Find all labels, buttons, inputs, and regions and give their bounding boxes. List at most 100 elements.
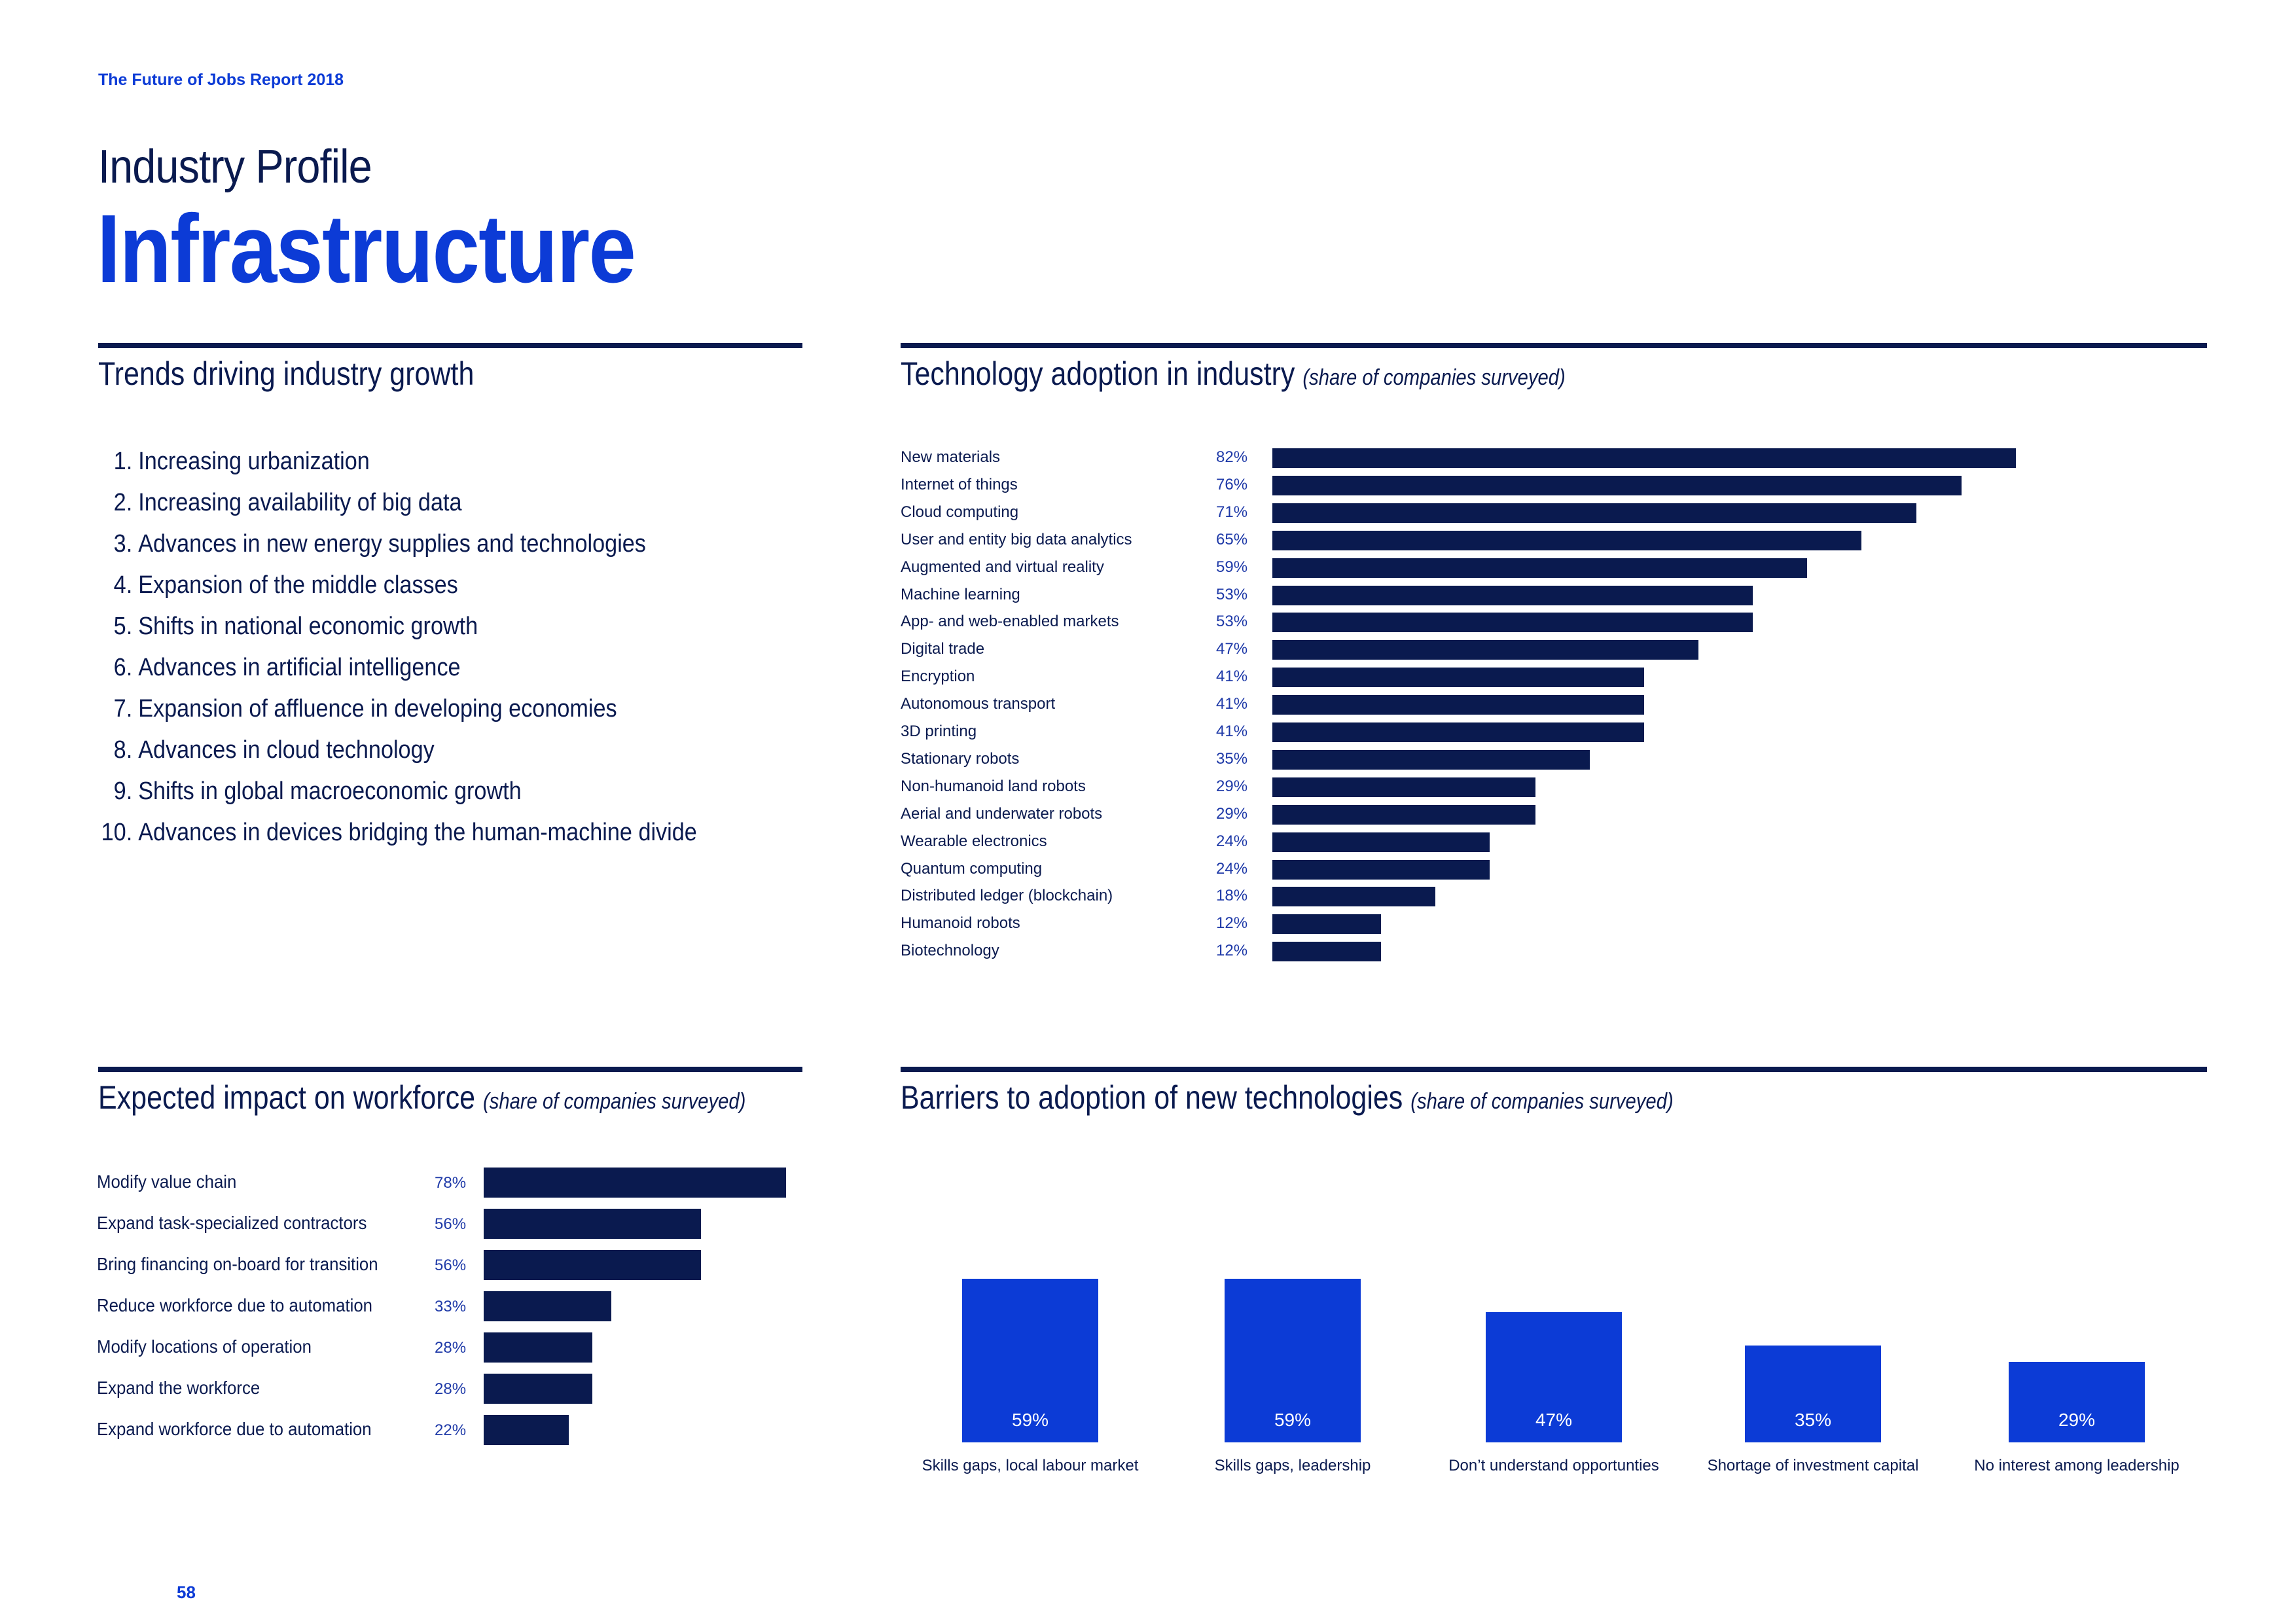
trend-number: 4.	[113, 571, 133, 599]
trend-text: Expansion of the middle classes	[138, 571, 458, 599]
tech-value-label: 29%	[1216, 777, 1248, 795]
tech-category-label: Non-humanoid land robots	[901, 777, 1086, 795]
tech-category-label: Internet of things	[901, 475, 1018, 493]
trend-number: 3.	[113, 530, 133, 558]
tech-bar	[1272, 832, 1490, 852]
trend-item: 10. Advances in devices bridging the huma…	[98, 819, 697, 847]
barrier-value-label: 35%	[1794, 1410, 1832, 1430]
page-title: Infrastructure	[97, 195, 636, 303]
workforce-bar	[484, 1332, 592, 1363]
tech-bar	[1272, 448, 2016, 468]
trend-number: 8.	[113, 736, 133, 764]
workforce-value-label: 28%	[435, 1380, 467, 1398]
trend-text: Advances in new energy supplies and tech…	[138, 530, 646, 558]
trends-rule	[98, 343, 802, 348]
workforce-category-label: Expand task-specialized contractors	[97, 1213, 367, 1233]
tech-value-label: 71%	[1216, 503, 1248, 521]
workforce-value-label: 56%	[435, 1215, 467, 1233]
barriers-title: Barriers to adoption of new technologies…	[901, 1079, 1674, 1116]
tech-category-label: Encryption	[901, 668, 975, 686]
workforce-bar	[484, 1250, 701, 1280]
trend-text: Advances in cloud technology	[138, 736, 435, 764]
tech-value-label: 53%	[1216, 613, 1248, 631]
tech-value-label: 41%	[1216, 668, 1248, 686]
tech-bar	[1272, 668, 1644, 688]
workforce-value-label: 78%	[435, 1174, 467, 1192]
tech-value-label: 29%	[1216, 804, 1248, 823]
tech-category-label: Digital trade	[901, 640, 985, 658]
barrier-category-label: No interest among leadership	[1974, 1457, 2179, 1474]
workforce-value-label: 33%	[435, 1298, 467, 1315]
tech-category-label: Aerial and underwater robots	[901, 804, 1103, 823]
tech-title-text: Technology adoption in industry	[901, 355, 1295, 392]
trend-text: Advances in artificial intelligence	[138, 654, 461, 681]
tech-category-label: Biotechnology	[901, 942, 999, 960]
barriers-rule	[901, 1067, 2207, 1072]
tech-value-label: 24%	[1216, 859, 1248, 878]
trend-number: 2.	[113, 489, 133, 516]
profile-label: Industry Profile	[98, 141, 372, 193]
barrier-value-label: 59%	[1274, 1410, 1312, 1430]
workforce-value-label: 22%	[435, 1421, 467, 1439]
tech-bar	[1272, 804, 1535, 825]
tech-category-label: Machine learning	[901, 585, 1020, 603]
tech-value-label: 41%	[1216, 695, 1248, 713]
barrier-category-label: Skills gaps, local labour market	[922, 1457, 1139, 1474]
page-number: 58	[177, 1582, 196, 1602]
tech-value-label: 41%	[1216, 722, 1248, 740]
tech-bar	[1272, 695, 1644, 715]
tech-bar	[1272, 887, 1436, 907]
barrier-bar	[1225, 1279, 1361, 1442]
barrier-value-label: 29%	[2058, 1410, 2096, 1430]
tech-value-label: 24%	[1216, 832, 1248, 850]
trend-number: 9.	[113, 777, 133, 805]
tech-value-label: 53%	[1216, 585, 1248, 603]
trend-text: Advances in devices bridging the human-m…	[138, 819, 697, 846]
workforce-category-label: Reduce workforce due to automation	[97, 1295, 373, 1315]
tech-bar	[1272, 722, 1644, 742]
workforce-bar	[484, 1374, 592, 1404]
tech-category-label: Quantum computing	[901, 859, 1043, 878]
workforce-value-label: 28%	[435, 1339, 467, 1357]
tech-bar	[1272, 503, 1916, 523]
tech-category-label: Wearable electronics	[901, 832, 1047, 850]
tech-category-label: New materials	[901, 448, 1001, 466]
barrier-value-label: 59%	[1011, 1410, 1049, 1430]
trend-number: 5.	[113, 613, 133, 640]
barrier-value-label: 47%	[1535, 1410, 1573, 1430]
workforce-category-label: Expand the workforce	[97, 1378, 260, 1398]
report-title: The Future of Jobs Report 2018	[98, 71, 344, 89]
tech-value-label: 82%	[1216, 448, 1248, 466]
trends-title: Trends driving industry growth	[98, 355, 474, 393]
tech-category-label: 3D printing	[901, 722, 977, 740]
barrier-category-label: Shortage of investment capital	[1707, 1457, 1919, 1474]
workforce-category-label: Expand workforce due to automation	[97, 1419, 372, 1439]
tech-bar	[1272, 585, 1753, 605]
workforce-bar	[484, 1209, 701, 1239]
trend-item: 7. Expansion of affluence in developing e…	[98, 695, 617, 723]
tech-category-label: Autonomous transport	[901, 695, 1056, 713]
tech-title: Technology adoption in industry (share o…	[901, 355, 1566, 393]
tech-value-label: 18%	[1216, 887, 1248, 905]
tech-bar	[1272, 859, 1490, 880]
trend-text: Shifts in global macroeconomic growth	[138, 777, 522, 805]
trend-number: 10.	[101, 819, 133, 846]
workforce-value-label: 56%	[435, 1257, 467, 1274]
tech-subtitle: (share of companies surveyed)	[1302, 365, 1566, 390]
barrier-bar	[2009, 1362, 2145, 1442]
workforce-category-label: Modify value chain	[97, 1171, 237, 1192]
tech-bar	[1272, 530, 1862, 550]
trend-item: 2. Increasing availability of big data	[98, 489, 462, 517]
tech-category-label: Distributed ledger (blockchain)	[901, 887, 1113, 905]
barrier-bar	[1486, 1311, 1622, 1442]
barrier-bar	[1745, 1345, 1881, 1442]
workforce-title: Expected impact on workforce (share of c…	[98, 1079, 745, 1116]
workforce-subtitle: (share of companies surveyed)	[482, 1089, 746, 1114]
tech-bar	[1272, 558, 1808, 578]
tech-bar	[1272, 914, 1382, 935]
tech-rule	[901, 343, 2207, 348]
trends-title-text: Trends driving industry growth	[98, 355, 475, 392]
trend-number: 7.	[113, 695, 133, 722]
trend-text: Expansion of affluence in developing eco…	[138, 695, 617, 722]
trend-number: 6.	[113, 654, 133, 681]
